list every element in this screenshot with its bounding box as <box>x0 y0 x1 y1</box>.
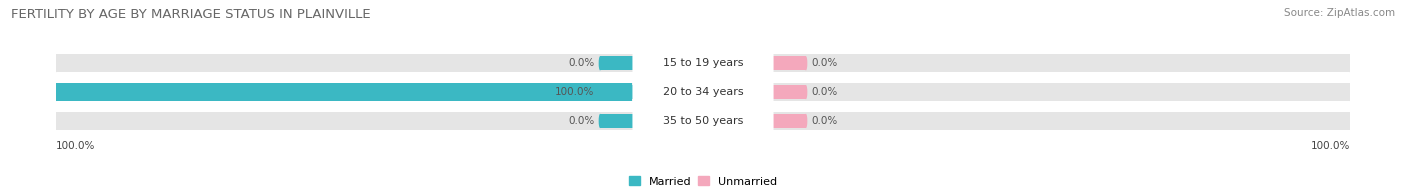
Text: Source: ZipAtlas.com: Source: ZipAtlas.com <box>1284 8 1395 18</box>
Text: 15 to 19 years: 15 to 19 years <box>662 58 744 68</box>
Bar <box>600 85 638 99</box>
Bar <box>768 114 806 128</box>
Circle shape <box>637 56 640 70</box>
Legend: Married, Unmarried: Married, Unmarried <box>630 176 776 187</box>
Circle shape <box>804 56 807 70</box>
Text: 20 to 34 years: 20 to 34 years <box>662 87 744 97</box>
Circle shape <box>599 114 602 128</box>
Circle shape <box>637 114 640 128</box>
Bar <box>56 83 1350 101</box>
Circle shape <box>766 85 769 99</box>
Text: 0.0%: 0.0% <box>811 87 838 97</box>
Bar <box>600 114 638 128</box>
Bar <box>56 112 1350 130</box>
Text: 35 to 50 years: 35 to 50 years <box>662 116 744 126</box>
Circle shape <box>1348 83 1351 101</box>
Circle shape <box>55 83 58 101</box>
Bar <box>56 83 633 101</box>
Text: FERTILITY BY AGE BY MARRIAGE STATUS IN PLAINVILLE: FERTILITY BY AGE BY MARRIAGE STATUS IN P… <box>11 8 371 21</box>
Bar <box>56 54 1350 72</box>
Circle shape <box>1348 54 1351 72</box>
Bar <box>768 85 806 99</box>
Text: 0.0%: 0.0% <box>568 58 595 68</box>
Text: 0.0%: 0.0% <box>811 58 838 68</box>
Bar <box>768 56 806 70</box>
Circle shape <box>1348 112 1351 130</box>
Circle shape <box>55 83 58 101</box>
Text: 0.0%: 0.0% <box>568 116 595 126</box>
Circle shape <box>55 54 58 72</box>
Text: 100.0%: 100.0% <box>555 87 595 97</box>
Text: 100.0%: 100.0% <box>56 141 96 151</box>
FancyBboxPatch shape <box>633 70 773 114</box>
Circle shape <box>55 112 58 130</box>
Bar <box>600 56 638 70</box>
FancyBboxPatch shape <box>633 99 773 143</box>
Circle shape <box>804 114 807 128</box>
Circle shape <box>766 56 769 70</box>
Text: 0.0%: 0.0% <box>811 116 838 126</box>
Circle shape <box>637 85 640 99</box>
Circle shape <box>766 114 769 128</box>
Circle shape <box>804 85 807 99</box>
Text: 100.0%: 100.0% <box>1310 141 1350 151</box>
Circle shape <box>599 85 602 99</box>
Circle shape <box>599 56 602 70</box>
FancyBboxPatch shape <box>633 41 773 85</box>
